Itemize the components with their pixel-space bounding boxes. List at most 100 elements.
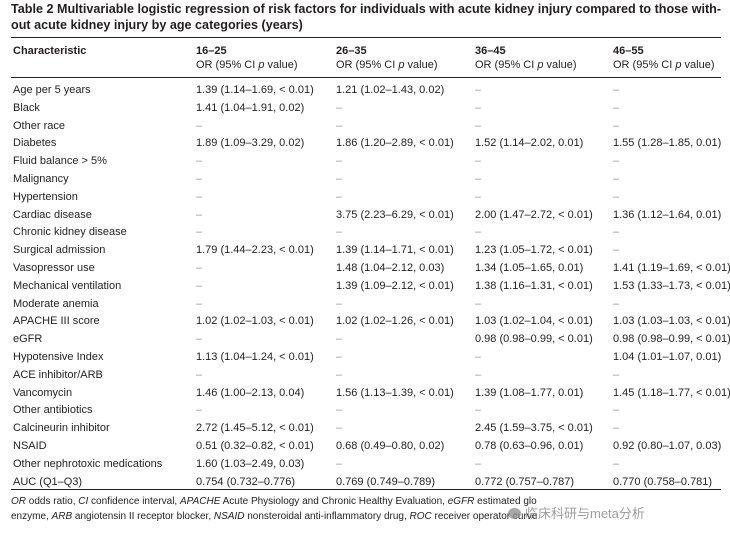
table-cell: – xyxy=(196,190,203,203)
row-label: Mechanical ventilation xyxy=(13,279,122,292)
table-row: Mechanical ventilation – 1.39 (1.09–2.12, … xyxy=(0,277,730,295)
table-cell: 1.55 (1.28–1.85, 0.01) xyxy=(613,137,722,150)
table-cell: 1.38 (1.16–1.31, < 0.01) xyxy=(475,279,593,292)
table-cell: 1.52 (1.14–2.02, 0.01) xyxy=(475,137,584,150)
row-label: Diabetes xyxy=(13,137,57,150)
table-cell: 1.03 (1.02–1.04, < 0.01) xyxy=(475,315,593,328)
table-cell: 1.41 (1.19–1.69, < 0.01) xyxy=(613,262,730,274)
table-cell: 2.45 (1.59–3.75, < 0.01) xyxy=(475,422,593,435)
table-cell: 1.02 (1.02–1.03, < 0.01) xyxy=(196,315,314,328)
table-cell: – xyxy=(196,404,203,417)
table-row: Cardiac disease – 3.75 (2.23–6.29, < 0.01)… xyxy=(0,206,730,224)
column-header-sub: OR (95% CI p value) xyxy=(196,59,298,71)
table-cell: 2.00 (1.47–2.72, < 0.01) xyxy=(475,208,593,221)
table-cell: 1.03 (1.03–1.03, < 0.01) xyxy=(613,315,730,328)
table-cell: 1.39 (1.14–1.71, < 0.01) xyxy=(336,244,454,257)
table-cell: 1.46 (1.00–2.13, 0.04) xyxy=(196,386,305,399)
row-label: Calcineurin inhibitor xyxy=(13,422,110,435)
table-cell: – xyxy=(196,226,203,239)
table-row: ACE inhibitor/ARB – – – – xyxy=(0,366,730,384)
table-cell: – xyxy=(613,119,620,132)
table-row: Fluid balance > 5% – – – – xyxy=(0,152,730,170)
table-cell: 1.23 (1.05–1.72, < 0.01) xyxy=(475,244,593,257)
table-cell: – xyxy=(613,368,620,381)
table-row: Vancomycin 1.46 (1.00–2.13, 0.04) 1.56 (1.… xyxy=(0,384,730,402)
table-cell: 1.86 (1.20–2.89, < 0.01) xyxy=(336,137,454,150)
table-cell: – xyxy=(613,101,620,114)
table-cell: 2.72 (1.45–5.12, < 0.01) xyxy=(196,422,314,435)
table-row: Black 1.41 (1.04–1.91, 0.02) – – – xyxy=(0,99,730,117)
table-cell: 1.13 (1.04–1.24, < 0.01) xyxy=(196,351,314,363)
table-row: Vasopressor use – 1.48 (1.04–2.12, 0.03) 1.… xyxy=(0,259,730,277)
row-label: Malignancy xyxy=(13,173,69,185)
table-cell: – xyxy=(336,422,343,435)
watermark-text: 临床科研与meta分析 xyxy=(525,506,645,521)
row-label: Vancomycin xyxy=(13,386,73,399)
table-cell: – xyxy=(613,173,620,185)
table-bottom-rule xyxy=(11,489,721,490)
row-label: Other antibiotics xyxy=(13,404,93,417)
table-cell: 0.78 (0.63–0.96, 0.01) xyxy=(475,440,584,452)
row-label: Vasopressor use xyxy=(13,262,95,274)
row-label: AUC (Q1–Q3) xyxy=(13,475,83,488)
table-cell: – xyxy=(613,244,620,257)
table-cell: 0.770 (0.758–0.781) xyxy=(613,475,713,488)
table-cell: 1.53 (1.33–1.73, < 0.01) xyxy=(613,279,730,292)
footnote-line-2: enzyme, ARB angiotensin II receptor bloc… xyxy=(11,511,538,522)
table-cell: 1.41 (1.04–1.91, 0.02) xyxy=(196,101,305,114)
row-label: Age per 5 years xyxy=(13,84,91,96)
column-header-2: 26–35 OR (95% CI p value) xyxy=(336,44,438,72)
column-header-sub: OR (95% CI p value) xyxy=(613,59,715,71)
column-header-1: 16–25 OR (95% CI p value) xyxy=(196,44,298,72)
table-cell: – xyxy=(475,173,482,185)
table-cell: 0.92 (0.80–1.07, 0.03) xyxy=(613,440,722,452)
table-cell: 1.39 (1.09–2.12, < 0.01) xyxy=(336,279,454,292)
column-header-0: Characteristic xyxy=(13,44,86,58)
table-cell: 1.48 (1.04–2.12, 0.03) xyxy=(336,262,445,274)
table-cell: – xyxy=(336,155,343,168)
table-cell: – xyxy=(196,119,203,132)
table-cell: – xyxy=(613,422,620,435)
table-row: Other antibiotics – – – – xyxy=(0,401,730,419)
column-header-label: 46–55 xyxy=(613,45,644,57)
row-label: Moderate anemia xyxy=(13,297,99,310)
row-label: NSAID xyxy=(13,440,47,452)
table-cell: – xyxy=(336,404,343,417)
table-cell: 0.51 (0.32–0.82, < 0.01) xyxy=(196,440,314,452)
table-cell: – xyxy=(475,190,482,203)
table-cell: – xyxy=(613,190,620,203)
table-cell: – xyxy=(613,155,620,168)
table-cell: 3.75 (2.23–6.29, < 0.01) xyxy=(336,208,454,221)
table-row: Age per 5 years 1.39 (1.14–1.69, < 0.01) 1… xyxy=(0,81,730,99)
table-cell: – xyxy=(475,404,482,417)
table-cell: 1.39 (1.08–1.77, 0.01) xyxy=(475,386,584,399)
table-cell: – xyxy=(613,404,620,417)
table-cell: 0.98 (0.98–0.99, < 0.01) xyxy=(613,333,730,346)
table-cell: – xyxy=(336,101,343,114)
table-cell: 0.772 (0.757–0.787) xyxy=(475,475,575,488)
table-cell: – xyxy=(336,368,343,381)
table-cell: 1.56 (1.13–1.39, < 0.01) xyxy=(336,386,454,399)
table-cell: – xyxy=(336,457,343,470)
table-row: Diabetes 1.89 (1.09–3.29, 0.02) 1.86 (1.20… xyxy=(0,134,730,152)
table-top-rule xyxy=(11,37,721,38)
table-cell: 1.60 (1.03–2.49, 0.03) xyxy=(196,457,305,470)
table-cell: – xyxy=(196,155,203,168)
column-header-label: 26–35 xyxy=(336,45,367,57)
row-label: Chronic kidney disease xyxy=(13,226,127,239)
table-cell: 1.21 (1.02–1.43, 0.02) xyxy=(336,84,445,96)
table-cell: – xyxy=(336,119,343,132)
table-cell: – xyxy=(196,279,203,292)
column-header-4: 46–55 OR (95% CI p value) xyxy=(613,44,715,72)
table-caption: Table 2 Multivariable logistic regressio… xyxy=(11,2,723,33)
table-cell: 0.769 (0.749–0.789) xyxy=(336,475,436,488)
table-cell: – xyxy=(475,101,482,114)
table-cell: – xyxy=(336,333,343,346)
row-label: eGFR xyxy=(13,333,43,346)
row-label: Other race xyxy=(13,119,65,132)
table-cell: 0.98 (0.98–0.99, < 0.01) xyxy=(475,333,593,346)
table-row: AUC (Q1–Q3) 0.754 (0.732–0.776) 0.769 (0.7… xyxy=(0,473,730,491)
table-row: Hypotensive Index 1.13 (1.04–1.24, < 0.01… xyxy=(0,348,730,366)
table-cell: – xyxy=(336,297,343,310)
table-cell: – xyxy=(336,351,343,363)
